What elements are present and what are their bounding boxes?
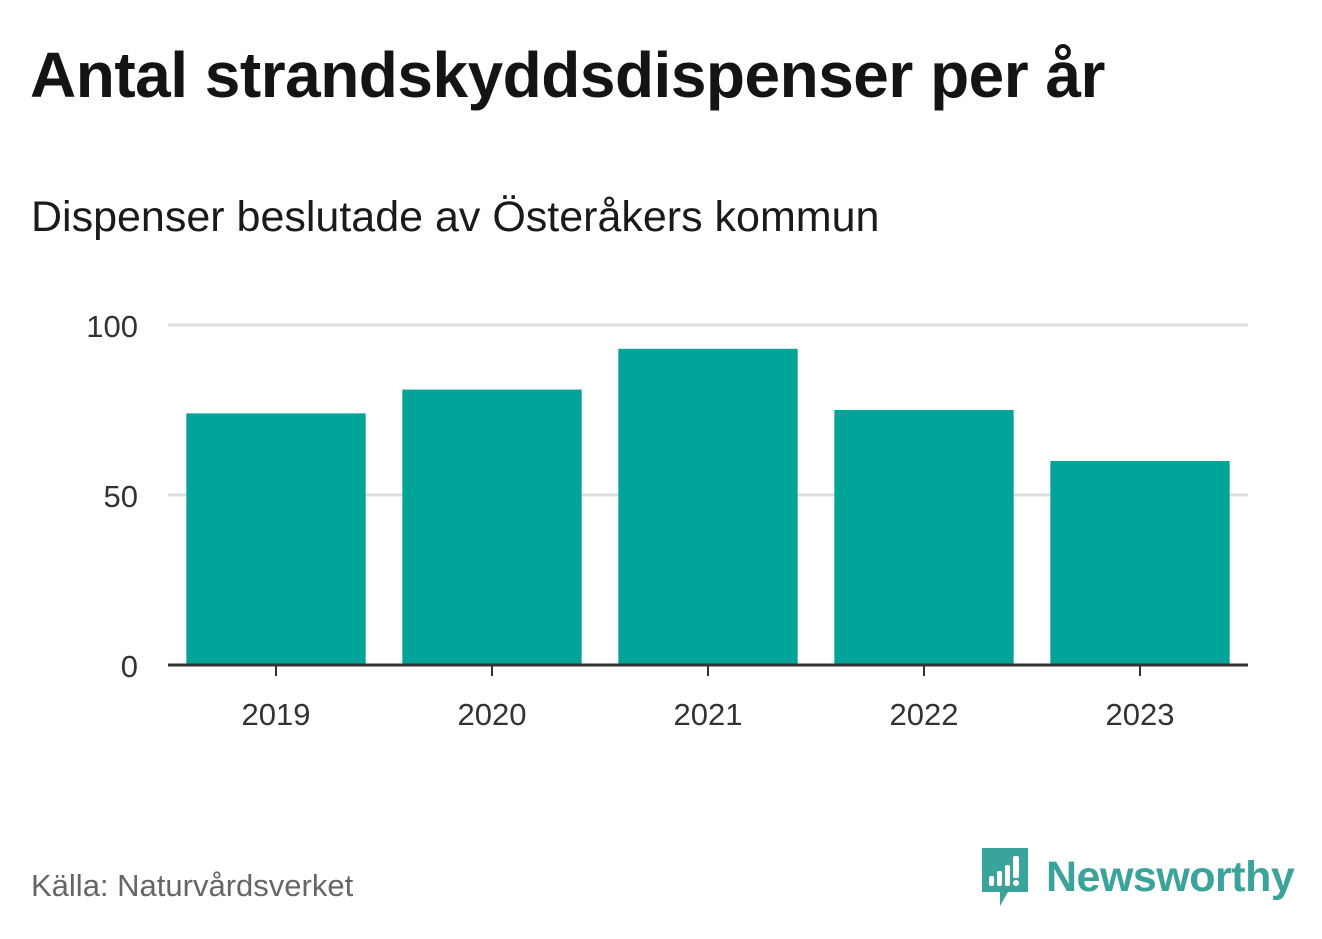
bar-2019 <box>186 413 366 665</box>
x-tick-label: 2020 <box>458 697 527 732</box>
y-tick-label: 50 <box>104 479 138 514</box>
y-tick-labels: 0 50 100 <box>86 309 138 684</box>
bar-2023 <box>1050 461 1230 665</box>
brand-name: Newsworthy <box>1046 852 1295 901</box>
x-tick-labels: 2019 2020 2021 2022 2023 <box>242 697 1175 732</box>
chart-title: Antal strandskyddsdispenser per år <box>30 39 1105 111</box>
newsworthy-logo-icon <box>982 848 1028 906</box>
x-tick-label: 2019 <box>242 697 311 732</box>
x-axis <box>168 663 1248 676</box>
source-note: Källa: Naturvårdsverket <box>31 868 354 903</box>
x-tick-label: 2023 <box>1106 697 1175 732</box>
x-tick-label: 2021 <box>674 697 743 732</box>
y-tick-label: 0 <box>121 649 138 684</box>
chart-subtitle: Dispenser beslutade av Österåkers kommun <box>31 193 880 241</box>
bars <box>186 348 1230 665</box>
bar-2020 <box>402 389 582 665</box>
bar-2022 <box>834 410 1014 665</box>
brand-logo: Newsworthy <box>980 846 1295 908</box>
y-tick-label: 100 <box>86 309 138 344</box>
bar-2021 <box>618 348 798 665</box>
x-tick-label: 2022 <box>890 697 959 732</box>
